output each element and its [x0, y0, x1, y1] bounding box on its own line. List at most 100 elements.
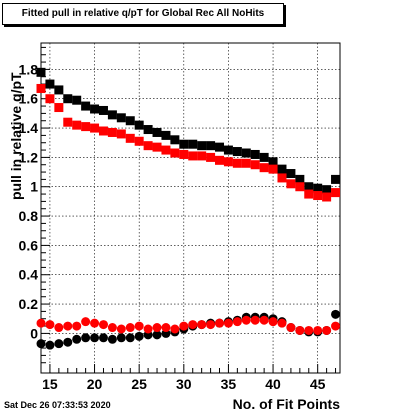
x-tick-label: 40 — [265, 376, 281, 392]
data-point — [54, 85, 64, 95]
data-point — [45, 94, 55, 104]
data-point — [72, 120, 82, 130]
data-point — [304, 325, 314, 335]
data-point — [268, 157, 278, 167]
data-point — [331, 321, 341, 331]
data-point — [223, 318, 233, 328]
data-point — [81, 101, 91, 111]
data-point — [223, 145, 233, 155]
plot-frame — [40, 42, 341, 374]
data-point — [322, 325, 332, 335]
y-axis-label: pull in relative q/pT — [8, 72, 24, 200]
data-point — [304, 189, 314, 199]
data-point — [125, 116, 135, 126]
chart-title: Fitted pull in relative q/pT for Global … — [2, 3, 284, 25]
data-point — [152, 323, 162, 333]
data-point — [98, 105, 108, 115]
x-tick-label: 15 — [42, 376, 58, 392]
data-point — [250, 160, 260, 170]
data-point — [107, 323, 117, 333]
data-point — [313, 325, 323, 335]
data-point — [223, 157, 233, 167]
data-point — [143, 324, 153, 334]
data-point — [215, 142, 225, 152]
data-point — [152, 142, 162, 152]
data-point — [36, 318, 46, 328]
data-point — [295, 174, 305, 184]
data-point — [72, 334, 82, 344]
data-point — [322, 192, 332, 202]
data-point — [277, 164, 287, 174]
data-point — [241, 148, 251, 158]
data-point — [277, 173, 287, 183]
data-point — [277, 318, 287, 328]
data-point — [45, 320, 55, 330]
data-point — [170, 324, 180, 334]
data-point — [206, 320, 216, 330]
data-point — [107, 110, 117, 120]
y-tick-label: 1.2 — [19, 149, 39, 165]
data-point — [161, 145, 171, 155]
data-point — [90, 333, 100, 343]
data-point — [295, 325, 305, 335]
x-tick-label: 20 — [87, 376, 103, 392]
data-point — [90, 123, 100, 133]
data-point — [250, 149, 260, 159]
data-point — [63, 94, 73, 104]
data-point — [286, 169, 296, 179]
data-point — [170, 135, 180, 145]
x-tick-label: 25 — [131, 376, 147, 392]
data-point — [188, 151, 198, 161]
data-point — [313, 191, 323, 201]
data-point — [54, 323, 64, 333]
data-point — [259, 315, 269, 325]
data-point — [313, 183, 323, 193]
data-point — [134, 321, 144, 331]
y-tick-label: 1.4 — [19, 120, 39, 136]
x-tick-label: 35 — [221, 376, 237, 392]
data-point — [179, 149, 189, 159]
data-point — [286, 323, 296, 333]
x-tick-label: 45 — [310, 376, 326, 392]
y-tick-label: 0.2 — [19, 296, 39, 312]
data-point — [54, 339, 64, 349]
data-point — [259, 163, 269, 173]
data-marks — [36, 67, 341, 350]
data-point — [54, 103, 64, 113]
data-point — [215, 318, 225, 328]
data-point — [295, 182, 305, 192]
data-point — [197, 320, 207, 330]
data-point — [259, 152, 269, 162]
data-point — [143, 125, 153, 135]
data-point — [197, 141, 207, 151]
data-point — [63, 117, 73, 127]
timestamp: Sat Dec 26 07:33:53 2020 — [4, 400, 111, 410]
data-point — [45, 340, 55, 350]
data-point — [170, 148, 180, 158]
data-point — [143, 141, 153, 151]
data-point — [116, 333, 126, 343]
data-point — [125, 333, 135, 343]
y-tick-label: 0.8 — [19, 208, 39, 224]
data-point — [268, 317, 278, 327]
data-point — [322, 185, 332, 195]
y-tick-label: 1 — [30, 179, 38, 195]
data-point — [36, 67, 46, 77]
data-point — [90, 318, 100, 328]
data-point — [197, 151, 207, 161]
data-point — [232, 317, 242, 327]
data-point — [179, 139, 189, 149]
data-point — [161, 323, 171, 333]
data-point — [188, 320, 198, 330]
x-tick-label: 30 — [176, 376, 192, 392]
data-point — [81, 333, 91, 343]
data-point — [36, 83, 46, 93]
data-point — [134, 331, 144, 341]
data-point — [90, 104, 100, 114]
data-point — [161, 130, 171, 140]
data-point — [206, 152, 216, 162]
y-tick-label: 1.6 — [19, 91, 39, 107]
data-point — [72, 95, 82, 105]
data-point — [98, 126, 108, 136]
